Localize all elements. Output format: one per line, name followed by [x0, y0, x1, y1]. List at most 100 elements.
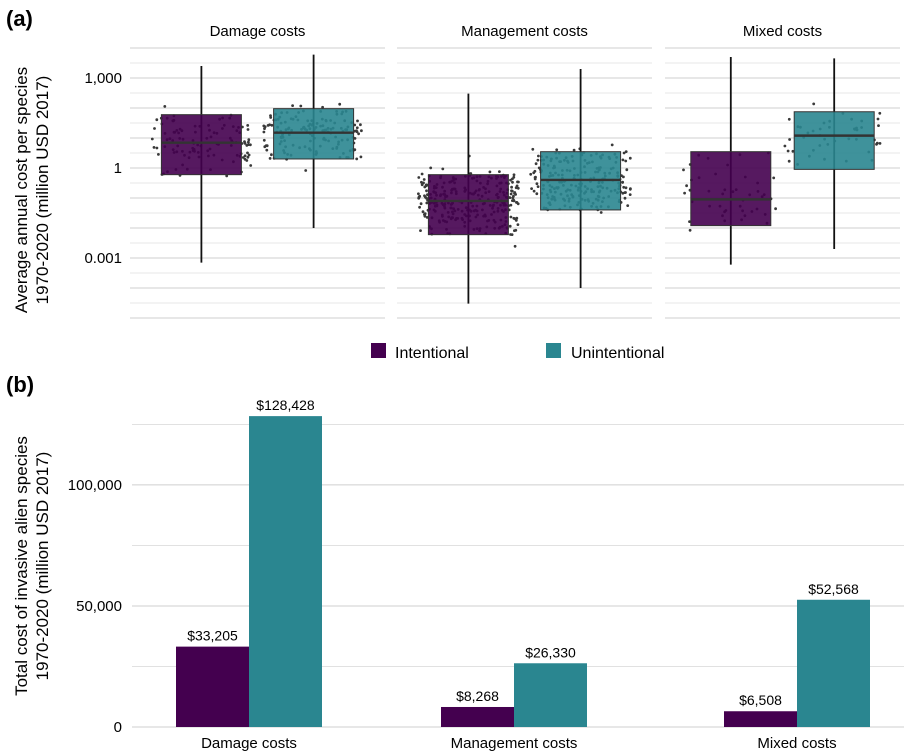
data-point — [534, 162, 538, 166]
data-point — [418, 205, 421, 209]
bar-intentional — [176, 646, 249, 727]
data-point — [610, 143, 614, 147]
data-point — [509, 215, 513, 219]
box-unintentional — [783, 58, 882, 249]
data-point — [514, 193, 517, 196]
data-point — [555, 148, 559, 152]
data-point — [510, 233, 514, 237]
data-point — [425, 189, 428, 193]
legend-label-intentional: Intentional — [395, 345, 469, 362]
data-point — [786, 149, 790, 153]
data-point — [243, 157, 247, 161]
data-point — [685, 184, 688, 188]
data-point — [511, 177, 514, 181]
data-point — [788, 138, 791, 141]
data-point — [516, 186, 520, 190]
box-intentional — [150, 66, 253, 263]
data-point — [163, 105, 167, 108]
box-iqr — [690, 151, 772, 227]
data-point — [269, 114, 272, 117]
data-point — [624, 191, 627, 194]
data-point — [531, 147, 535, 151]
data-point — [422, 178, 426, 181]
data-point — [510, 189, 513, 193]
data-point — [623, 196, 627, 200]
data-point — [517, 180, 520, 184]
data-point — [321, 105, 324, 109]
data-point — [355, 126, 359, 130]
data-point — [622, 175, 625, 179]
bar-value-label: $52,568 — [808, 581, 859, 597]
data-point — [422, 181, 425, 185]
data-point — [265, 144, 269, 148]
data-point — [621, 158, 625, 162]
data-point — [515, 201, 518, 204]
data-point — [247, 140, 250, 144]
bar-intentional — [441, 706, 514, 727]
y-tick-label: 0 — [114, 719, 122, 736]
bar-value-label: $8,268 — [456, 688, 499, 704]
data-point — [514, 186, 518, 190]
data-point — [304, 169, 308, 172]
y-tick-label: 1,000 — [84, 70, 122, 87]
bar-value-label: $128,428 — [256, 397, 315, 413]
data-point — [152, 146, 156, 149]
data-point — [262, 130, 266, 134]
data-point — [535, 182, 539, 186]
panel-a-boxplots: Damage costs Management costs Mixed costs 0… — [84, 23, 900, 319]
data-point — [355, 157, 359, 161]
panel-b-ylabel-line1: Total cost of invasive alien species — [12, 436, 31, 696]
box-unintentional — [262, 54, 363, 228]
data-point — [512, 194, 515, 198]
data-point — [791, 149, 795, 153]
data-point — [225, 174, 229, 178]
box-unintentional — [529, 68, 632, 288]
data-point — [420, 180, 423, 184]
data-point — [532, 171, 536, 175]
data-point — [153, 127, 156, 130]
data-point — [421, 210, 425, 214]
data-point — [291, 104, 294, 107]
data-point — [628, 187, 632, 191]
data-point — [513, 217, 517, 221]
data-point — [420, 172, 424, 176]
facet-title: Mixed costs — [743, 23, 822, 40]
panel-b-ylabel: Total cost of invasive alien species 197… — [12, 436, 52, 696]
bar-value-label: $26,330 — [525, 644, 576, 660]
box-intentional — [417, 93, 520, 304]
data-point — [359, 155, 363, 159]
data-point — [621, 181, 624, 184]
data-point — [875, 141, 879, 145]
data-point — [359, 123, 362, 127]
data-point — [516, 223, 520, 227]
data-point — [511, 199, 514, 203]
data-point — [876, 117, 880, 121]
data-point — [537, 166, 541, 170]
data-point — [246, 124, 250, 127]
data-point — [243, 142, 247, 145]
data-point — [247, 138, 251, 142]
data-point — [508, 224, 512, 228]
panel-a-ylabel-line2: 1970-2020 (million USD 2017) — [33, 76, 52, 305]
data-point — [419, 202, 423, 206]
data-point — [299, 104, 303, 108]
data-point — [599, 211, 603, 214]
data-point — [270, 123, 274, 127]
data-point — [508, 196, 512, 200]
data-point — [621, 191, 625, 195]
data-point — [429, 166, 433, 170]
data-point — [356, 119, 359, 123]
data-point — [688, 228, 692, 232]
data-point — [510, 185, 513, 189]
data-point — [424, 183, 428, 187]
data-point — [532, 189, 536, 193]
data-point — [513, 244, 517, 248]
data-point — [625, 168, 629, 172]
bar-value-label: $33,205 — [187, 628, 238, 644]
data-point — [683, 191, 686, 195]
data-point — [626, 204, 630, 208]
data-point — [877, 124, 880, 127]
bar-value-label: $6,508 — [739, 692, 782, 708]
panel-b-letter: (b) — [6, 372, 34, 397]
